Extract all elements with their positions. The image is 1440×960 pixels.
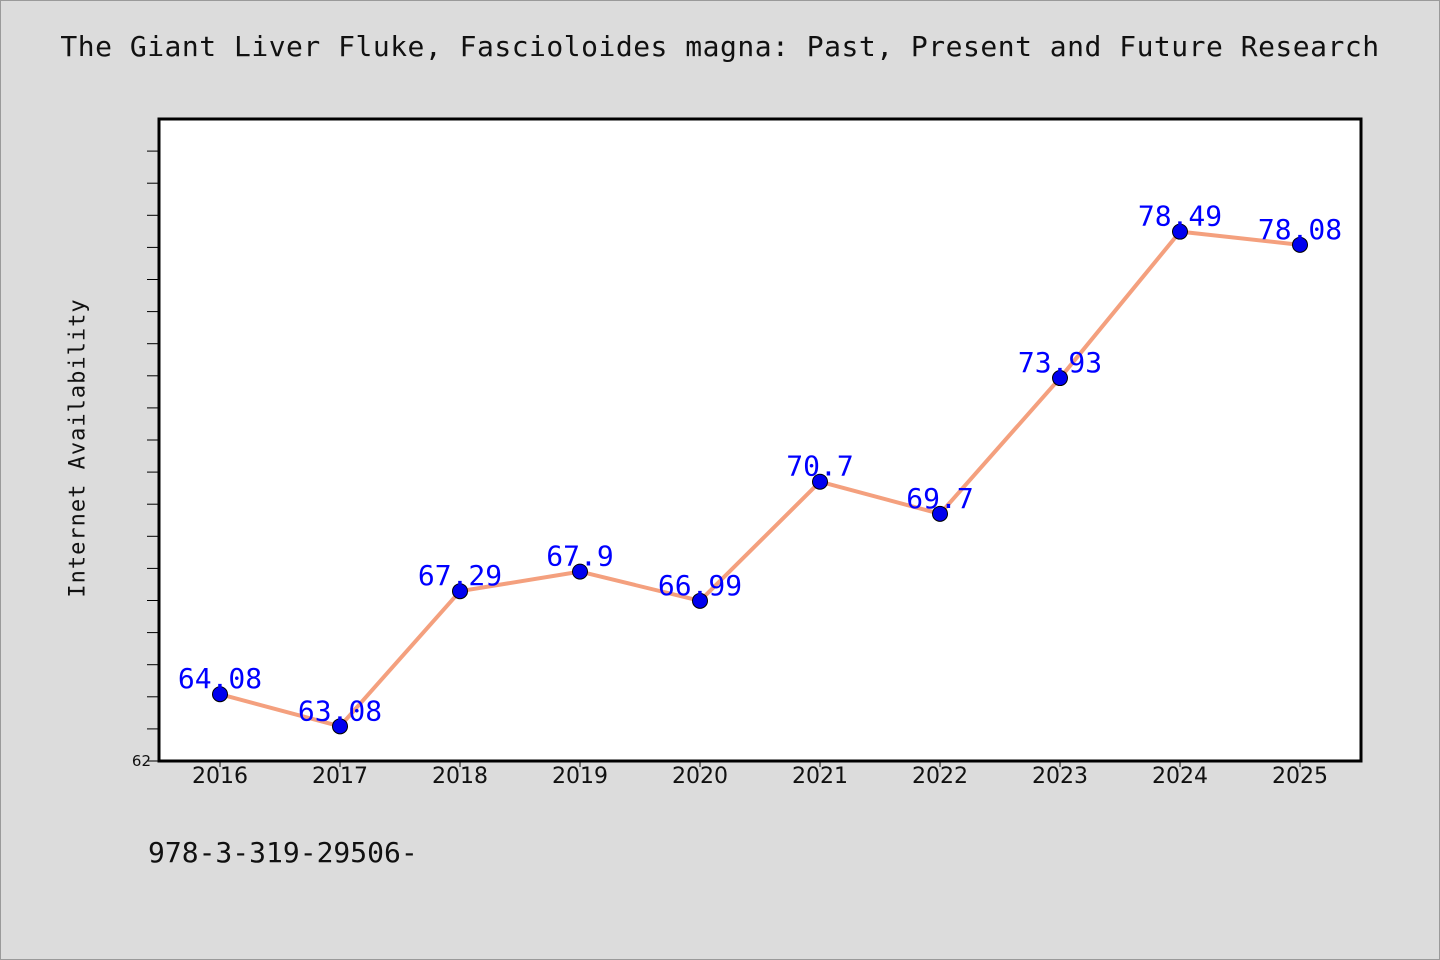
series-layer (219, 229, 1301, 729)
data-point (452, 583, 468, 600)
data-point (572, 563, 588, 580)
x-tick-label: 2024 (1152, 764, 1208, 789)
y-tick-label: 62 (132, 752, 151, 770)
data-point (932, 505, 948, 522)
data-point (812, 473, 828, 490)
x-tick-label: 2022 (912, 764, 968, 789)
data-point (1172, 223, 1188, 240)
series-line (219, 229, 1301, 729)
data-label: 67.29 (418, 559, 502, 592)
y-axis-ticks: 62 (132, 150, 159, 770)
x-tick-label: 2020 (672, 764, 728, 789)
data-point (1292, 236, 1308, 253)
data-label: 64.08 (178, 662, 262, 695)
data-labels-layer: 64.08 63.08 67.29 67.9 66.99 70.7 69.7 73.93 78.… (178, 200, 1342, 728)
x-tick-label: 2018 (432, 764, 488, 789)
chart-title: The Giant Liver Fluke, Fascioloides magn… (60, 30, 1380, 63)
x-tick-label: 2016 (192, 764, 248, 789)
data-point (1052, 370, 1068, 387)
data-label: 63.08 (298, 694, 382, 727)
data-label: 78.49 (1138, 200, 1222, 233)
x-axis-ticks: 2016 2017 2018 2019 2020 2021 2022 2023 2024 2025 (192, 761, 1328, 789)
data-point (332, 718, 348, 735)
data-label: 66.99 (658, 569, 742, 602)
data-label: 73.93 (1018, 346, 1102, 379)
x-tick-label: 2025 (1272, 764, 1328, 789)
data-label: 69.7 (906, 482, 973, 515)
points-layer (212, 223, 1308, 735)
x-tick-label: 2023 (1032, 764, 1088, 789)
data-point (692, 592, 708, 609)
data-label: 67.9 (546, 540, 613, 573)
data-label: 70.7 (786, 450, 853, 483)
x-tick-label: 2021 (792, 764, 848, 789)
plot-area (157, 117, 1363, 763)
x-tick-label: 2017 (312, 764, 368, 789)
data-point (212, 686, 228, 703)
data-label: 78.08 (1258, 213, 1342, 246)
x-tick-label: 2019 (552, 764, 608, 789)
footnote-isbn: 978-3-319-29506- (148, 836, 418, 869)
